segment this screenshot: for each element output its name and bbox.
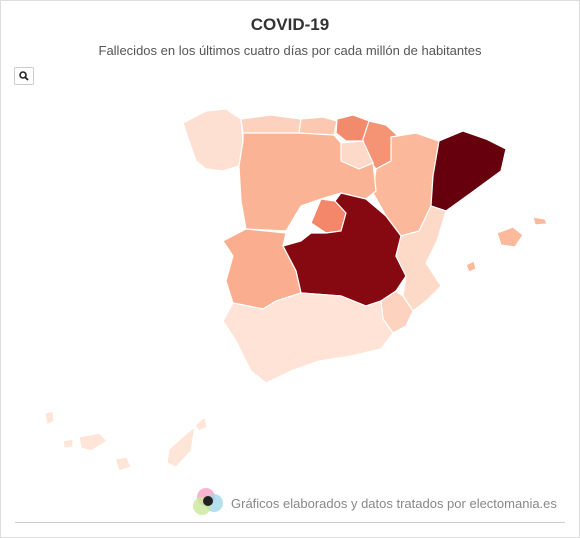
asturias	[240, 114, 302, 136]
footer-rule	[15, 522, 565, 523]
cataluna	[430, 130, 507, 212]
canarias-3	[78, 432, 108, 452]
title: COVID-19	[250, 15, 330, 34]
subtitle: Fallecidos en los últimos cuatro días po…	[98, 43, 482, 58]
menorca	[532, 216, 548, 226]
canarias-5	[166, 425, 196, 468]
andalucia	[222, 292, 394, 384]
search-icon	[19, 70, 29, 81]
galicia	[182, 108, 244, 172]
canarias-4	[114, 456, 132, 472]
valencia	[395, 205, 447, 312]
search-button[interactable]	[14, 67, 34, 85]
ibiza	[465, 260, 477, 273]
mallorca	[496, 226, 524, 248]
credit-logo	[193, 488, 223, 515]
canarias-6	[194, 415, 208, 432]
canarias-2	[62, 438, 74, 449]
canarias-1	[44, 410, 55, 426]
credit: Gráficos elaborados y datos tratados por…	[231, 496, 557, 511]
